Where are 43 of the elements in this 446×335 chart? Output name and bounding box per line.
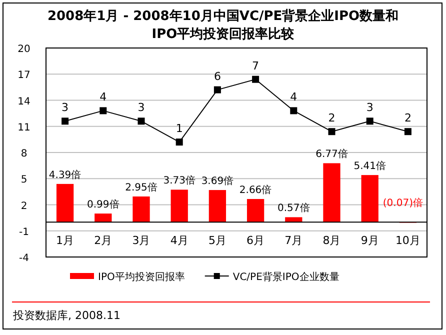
y-tick-label: 5 [20,174,28,186]
x-tick-label: 5月 [208,234,226,248]
y-tick-label: 20 [18,44,30,55]
y-tick-label: 17 [18,70,30,82]
data-label: 2 [328,112,336,125]
data-label: (0.07)倍 [382,197,423,210]
data-label: 4 [100,90,107,104]
x-tick-label: 3月 [132,234,150,248]
y-tick-label: -4 [19,253,29,264]
data-label: 2 [404,112,412,125]
data-label: 5.41倍 [354,160,386,172]
y-tick-label: 11 [18,122,30,134]
legend-label: VC/PE背景IPO企业数量 [232,271,340,283]
title: 2008年1月 - 2008年10月中国VC/PE背景企业IPO数量和IPO平均投资回报率比较 [47,9,399,42]
data-label: 2.66倍 [239,184,272,196]
data-label: 1 [176,122,183,136]
data-label: 3.73倍 [163,174,196,187]
y-tick-label: 8 [20,148,28,160]
x-tick-label: 6月 [246,234,265,248]
x-tick-label: 1月 [56,234,74,248]
x-tick-label: 9月 [360,234,379,248]
data-label: 3 [366,101,374,114]
data-label: 3 [138,101,145,114]
text: 投资数据库, 2008.11 [12,309,120,322]
y-tick-label: 2 [20,200,28,212]
data-label: 0.99倍 [87,198,120,211]
data-label: 0.57倍 [278,202,310,214]
y-tick-label: -1 [19,226,29,238]
x-tick-label: 10月 [395,234,420,248]
data-label: 2.95倍 [125,181,158,194]
x-tick-label: 2月 [94,234,112,248]
data-label: 4.39倍 [48,168,82,181]
x-tick-label: 8月 [322,234,341,248]
data-label: 3.69倍 [201,175,234,188]
data-label: 3 [62,101,69,114]
data-label: 6.77倍 [316,148,348,160]
data-label: 4 [290,90,298,104]
x-tick-label: 7月 [284,234,303,248]
data-label: 7 [252,59,260,72]
y-tick-label: 14 [18,96,30,108]
data-label: 6 [214,70,221,83]
x-tick-label: 4月 [170,234,188,248]
legend-label: IPO平均投资回报率 [98,271,185,283]
